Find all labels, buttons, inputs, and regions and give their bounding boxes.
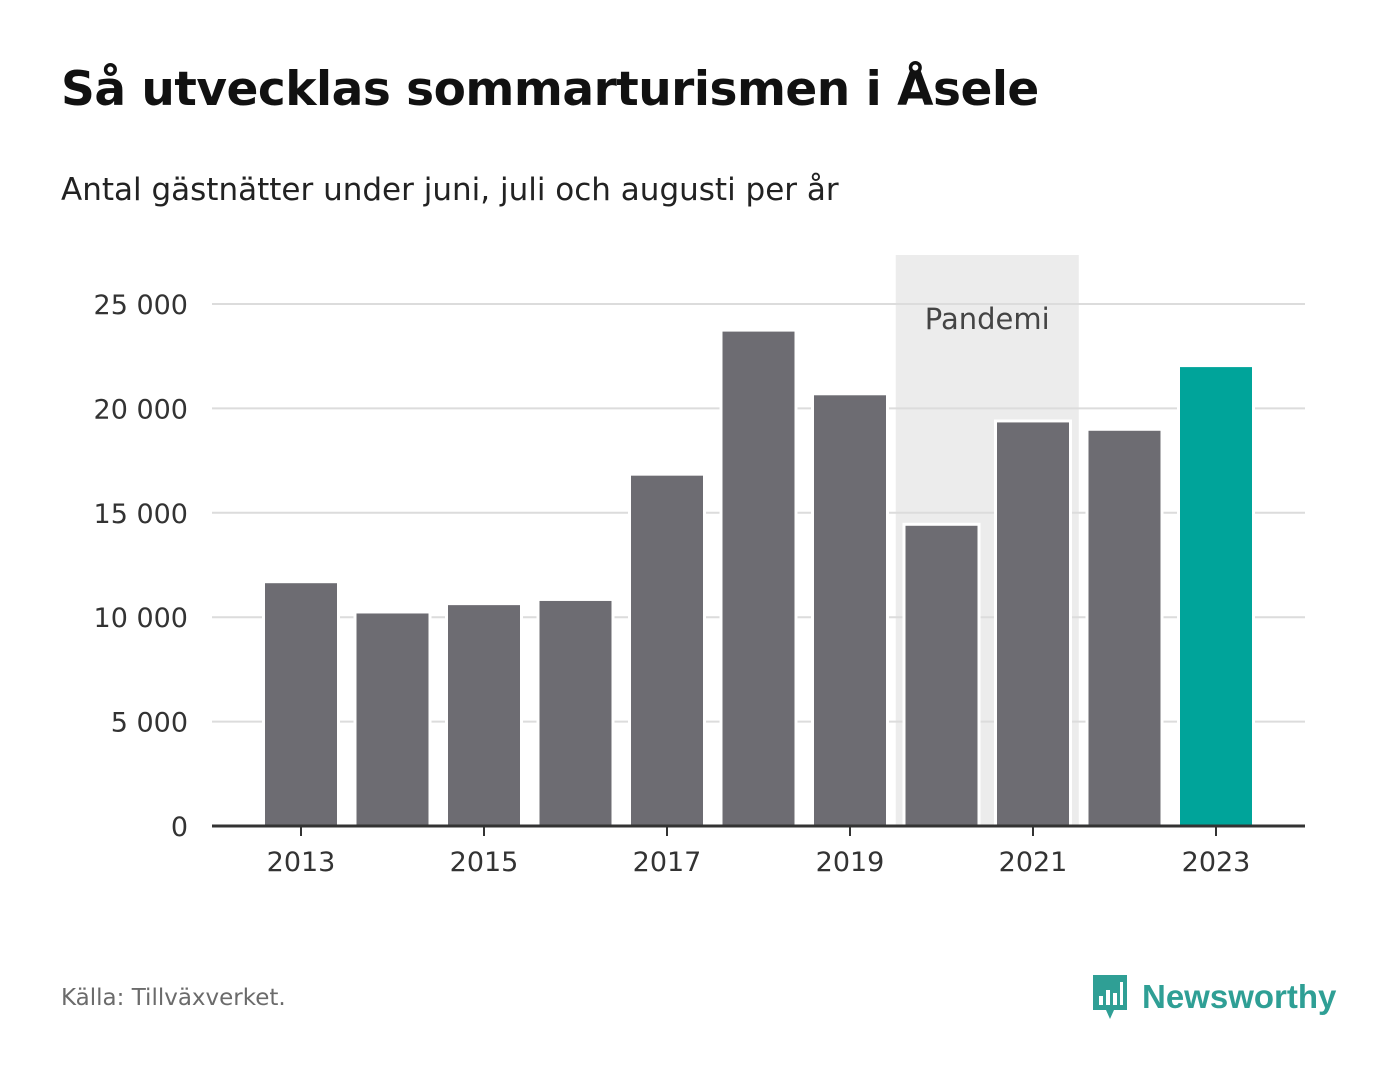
bar-2013 xyxy=(262,580,340,828)
y-tick-label: 10 000 xyxy=(94,603,188,634)
bar-chart: Pandemi 0 5 000 10 000 15 000 20 000 25 000 201… xyxy=(94,255,1305,878)
x-tick-label: 2017 xyxy=(633,847,702,878)
x-tick-label: 2013 xyxy=(267,847,336,878)
bar-2017 xyxy=(628,472,706,828)
source-note: Källa: Tillväxverket. xyxy=(61,985,286,1011)
y-tick-label: 15 000 xyxy=(94,499,188,530)
chart-subtitle: Antal gästnätter under juni, juli och au… xyxy=(61,172,839,208)
bar-2021 xyxy=(994,419,1072,828)
x-tick-label: 2019 xyxy=(816,847,885,878)
y-tick-label: 20 000 xyxy=(94,394,188,425)
bar-2014 xyxy=(353,610,432,828)
bar-2018 xyxy=(719,328,798,828)
bar-2022 xyxy=(1085,427,1164,828)
bar-2023 xyxy=(1177,364,1255,828)
brand-name: Newsworthy xyxy=(1142,978,1337,1015)
bar-2020 xyxy=(902,522,981,828)
chart-title: Så utvecklas sommarturismen i Åsele xyxy=(61,62,1039,117)
bar-2019 xyxy=(811,392,889,828)
x-tick-label: 2023 xyxy=(1182,847,1251,878)
y-tick-label: 5 000 xyxy=(111,708,188,739)
bar-2016 xyxy=(536,597,615,828)
pandemic-label: Pandemi xyxy=(925,302,1050,336)
x-tick-label: 2021 xyxy=(999,847,1068,878)
y-tick-label: 25 000 xyxy=(94,290,188,321)
y-tick-label: 0 xyxy=(171,812,188,843)
newsworthy-logo-icon xyxy=(1093,975,1127,1019)
x-tick-label: 2015 xyxy=(450,847,519,878)
brand-logo[interactable]: Newsworthy xyxy=(1090,972,1336,1022)
bar-2015 xyxy=(445,602,523,828)
